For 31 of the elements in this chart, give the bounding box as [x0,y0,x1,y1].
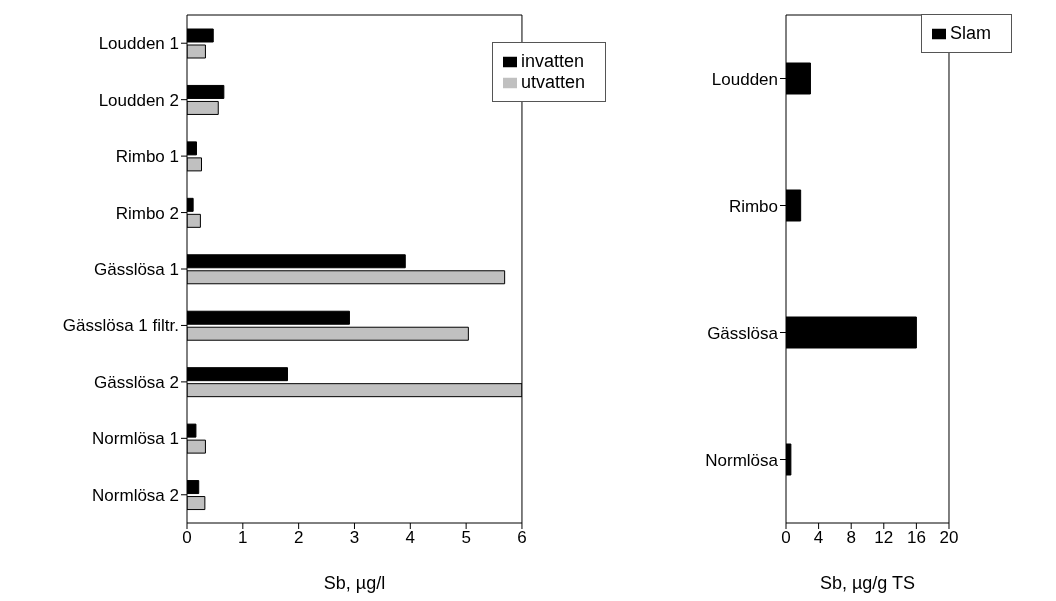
x-tick-label: 3 [349,528,360,548]
x-tick-label: 12 [874,528,894,548]
y-tick-label: Gässlösa 1 [93,260,179,280]
y-tick-label: Rimbo 1 [115,147,179,167]
x-axis-title: Sb, µg/g TS [819,573,916,593]
x-tick-label: 5 [461,528,471,548]
y-tick-label: Gässlösa 1 filtr. [62,316,179,336]
x-tick-label: 0 [182,528,192,548]
y-tick-label: Normlösa [705,450,779,470]
y-tick-label: Rimbo 2 [115,203,179,223]
legend-label: invatten [520,51,584,71]
x-tick-label: 4 [813,528,824,548]
x-axis-title: Sb, µg/l [323,573,386,593]
x-tick-label: 6 [517,528,527,548]
legend-label: Slam [949,23,991,43]
x-tick-label: 2 [293,528,304,548]
legend-label: utvatten [520,72,585,92]
x-tick-label: 16 [906,528,926,548]
y-tick-label: Normlösa 1 [92,429,179,449]
y-tick-label: Loudden [711,69,778,89]
y-tick-label: Loudden 1 [98,34,179,54]
y-tick-label: Gässlösa 2 [93,372,179,392]
x-tick-label: 8 [846,528,856,548]
x-tick-label: 4 [405,528,416,548]
y-tick-label: Loudden 2 [98,90,179,110]
y-tick-label: Normlösa 2 [92,485,179,505]
y-tick-label: Rimbo [728,196,778,216]
x-tick-label: 1 [238,528,248,548]
y-tick-label: Gässlösa [707,323,779,343]
x-tick-label: 0 [781,528,791,548]
x-tick-label: 20 [939,528,959,548]
